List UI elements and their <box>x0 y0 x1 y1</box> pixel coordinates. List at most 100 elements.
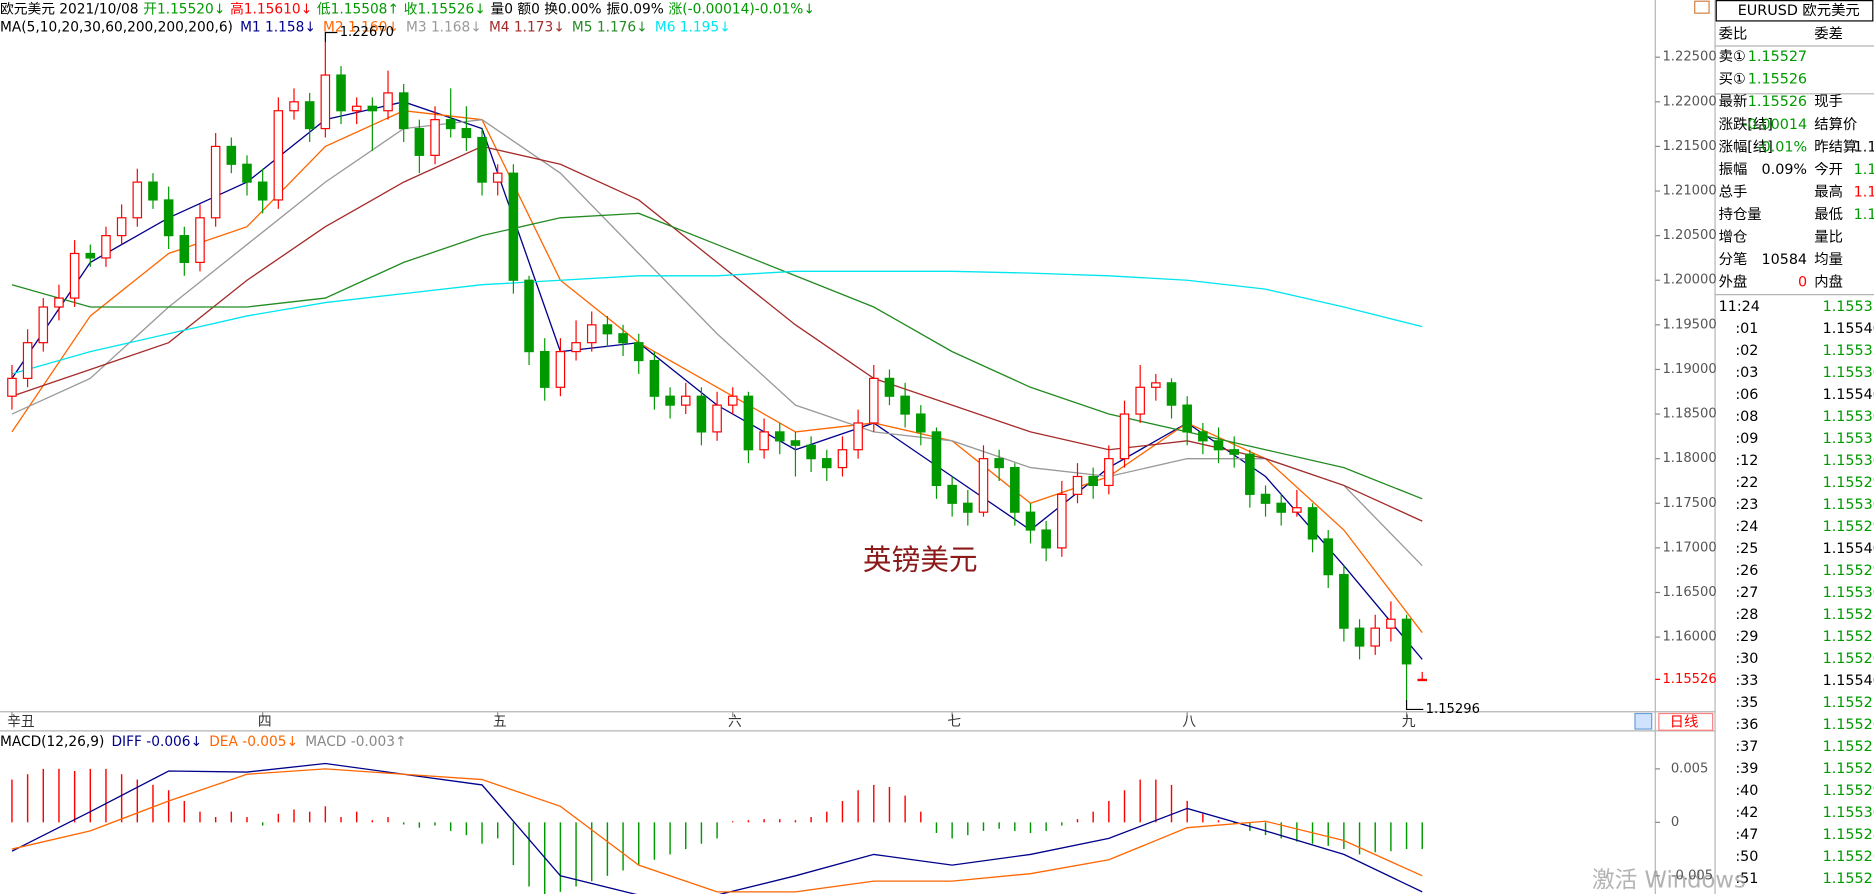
candle-body <box>1088 475 1098 487</box>
tick-time: :29 <box>1735 629 1758 645</box>
tick-time: :51 <box>1735 871 1758 887</box>
candle-body <box>148 181 158 201</box>
candle-body <box>524 279 534 353</box>
candle-body <box>978 458 989 513</box>
candle-body <box>1401 618 1412 665</box>
candle-body <box>163 199 174 237</box>
candle-body <box>1041 529 1051 549</box>
candle-body <box>1010 466 1020 513</box>
tick-price: 1.15528 <box>1823 607 1874 623</box>
legend-entry: M2 1.160↓ <box>323 20 399 36</box>
candle-body <box>947 484 957 504</box>
quote-header: 欧元美元 2021/10/08 开1.15520↓ 高1.15610↓ 低1.1550… <box>0 1 815 18</box>
row-value: 1.1 <box>1854 184 1874 200</box>
candle-body <box>602 324 613 335</box>
candle-body <box>774 431 785 442</box>
candle-body <box>1260 493 1271 504</box>
ma-line <box>11 270 1423 375</box>
tick-time: :22 <box>1735 475 1758 491</box>
legend-entry: M1 1.158↓ <box>240 20 316 36</box>
y-tick-label: 1.16000 <box>1662 630 1716 645</box>
candle-body <box>242 163 252 183</box>
tick-time: :25 <box>1735 541 1758 557</box>
header-item: 收1.15526↓ <box>404 2 486 18</box>
y-tick-label: 1.21000 <box>1662 184 1716 199</box>
row-label: 量比 <box>1814 228 1843 245</box>
tick-price: 1.15530 <box>1823 585 1874 601</box>
y-tick-label: -0.005 <box>1671 868 1713 883</box>
tick-price: 1.15527 <box>1823 695 1874 711</box>
candle-body <box>994 458 1004 469</box>
header-item: 振0.09% <box>606 2 663 18</box>
candle-body <box>430 119 440 156</box>
candle-body <box>1104 458 1114 487</box>
tick-time: :27 <box>1735 585 1758 601</box>
candle-body <box>539 351 550 388</box>
header-item: 欧元美元 2021/10/08 <box>0 2 138 18</box>
candle-body <box>1151 382 1161 388</box>
candle-body <box>1166 382 1177 406</box>
row-label: 买① <box>1719 71 1746 88</box>
row-label: 今开 <box>1814 161 1843 178</box>
y-tick-label: 1.16500 <box>1662 585 1716 600</box>
window-icon[interactable] <box>1694 0 1710 14</box>
y-tick-label: 0.005 <box>1671 761 1709 776</box>
tick-price: 1.15529 <box>1823 783 1874 799</box>
legend-entry: M5 1.176↓ <box>572 20 648 36</box>
legend-entry: M3 1.168↓ <box>406 20 482 36</box>
tick-price: 1.15526 <box>1823 849 1874 865</box>
candle-body <box>869 377 879 424</box>
candle-body <box>38 306 49 344</box>
candle-body <box>916 413 926 433</box>
candle-body <box>1370 627 1381 647</box>
tick-time: :39 <box>1735 761 1758 777</box>
row-label: 最低 <box>1814 206 1843 223</box>
tick-time: :33 <box>1735 673 1758 689</box>
y-tick-label: 1.18000 <box>1662 451 1716 466</box>
tick-time: :28 <box>1735 607 1758 623</box>
candle-body <box>1339 574 1349 629</box>
tick-price: 1.15531 <box>1823 431 1874 447</box>
tick-price: 1.15527 <box>1823 739 1874 755</box>
header-item: 涨(-0.00014)-0.01%↓ <box>669 2 815 18</box>
row-value: -0.00014 <box>1743 117 1807 133</box>
tick-time: :03 <box>1735 365 1758 381</box>
tick-time: :35 <box>1735 695 1758 711</box>
row-value: 10584 <box>1761 252 1807 268</box>
scroll-handle[interactable] <box>1634 712 1653 730</box>
period-tab-label[interactable]: 日线 <box>1670 713 1699 730</box>
candle-body <box>132 181 143 219</box>
row-value: 1.15527 <box>1748 49 1807 65</box>
row-value: 1.1 <box>1854 139 1874 155</box>
row-label: 总手 <box>1719 183 1748 200</box>
candle-body <box>304 101 315 130</box>
legend-entry: DEA -0.005↓ <box>209 734 298 750</box>
candle-body <box>1229 449 1239 455</box>
legend: MACD(12,26,9) DIFF -0.006↓ DEA -0.005↓ MACD… <box>0 734 407 750</box>
candle-body <box>195 217 205 263</box>
price-pane <box>7 42 1428 700</box>
candle-body <box>1057 493 1067 549</box>
row-value: 0.09% <box>1762 162 1808 178</box>
y-tick-label: 1.19500 <box>1662 317 1716 332</box>
last-price-label: 1.15526 <box>1662 672 1716 687</box>
tick-time: :09 <box>1735 431 1758 447</box>
period-tab[interactable] <box>1658 712 1714 731</box>
tick-time: :40 <box>1735 783 1758 799</box>
candle-body <box>1072 475 1083 495</box>
macd-pane <box>11 762 1423 894</box>
x-tick-label: 七 <box>947 714 961 730</box>
candle-body <box>806 444 816 460</box>
candle-body <box>398 92 409 130</box>
row-value: 1.15526 <box>1748 72 1807 88</box>
row-label: 持仓量 <box>1719 206 1762 223</box>
y-tick-label: 1.20000 <box>1662 273 1716 288</box>
row-value: 0 <box>1798 274 1807 290</box>
candle-body <box>1119 413 1130 460</box>
candle-body <box>853 422 863 451</box>
tick-price: 1.15530 <box>1823 497 1874 513</box>
row-label: 分笔 <box>1719 251 1748 268</box>
row-label: 振幅 <box>1719 161 1748 178</box>
